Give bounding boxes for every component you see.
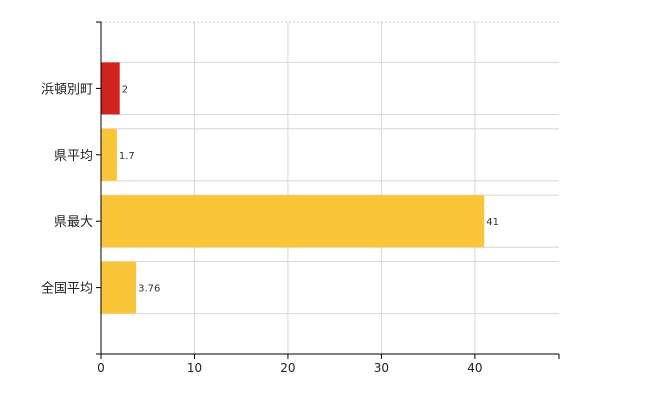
labels: 0 10 20 30 40 浜頓別町 2 県平均 1.7 県最大 41 全国平均 3.76 xyxy=(41,82,499,375)
bar xyxy=(101,128,117,181)
x-tick-label: 0 xyxy=(97,361,105,375)
data-label: 2 xyxy=(122,84,128,95)
category-label: 県平均 xyxy=(54,149,93,164)
x-tick-label: 40 xyxy=(467,361,482,375)
data-label: 1.7 xyxy=(119,151,135,162)
axes xyxy=(96,21,560,359)
x-tick-label: 20 xyxy=(280,361,295,375)
x-tick-label: 10 xyxy=(187,361,202,375)
category-label: 浜頓別町 xyxy=(41,82,93,97)
x-tick-label: 30 xyxy=(374,361,389,375)
data-label: 3.76 xyxy=(138,284,160,295)
data-label: 41 xyxy=(486,217,499,228)
bar xyxy=(101,261,137,314)
bar xyxy=(101,195,485,248)
bar xyxy=(101,62,120,115)
grid-lines xyxy=(101,21,559,354)
category-label: 全国平均 xyxy=(41,281,93,297)
category-label: 県最大 xyxy=(54,215,93,230)
bars xyxy=(101,62,485,314)
